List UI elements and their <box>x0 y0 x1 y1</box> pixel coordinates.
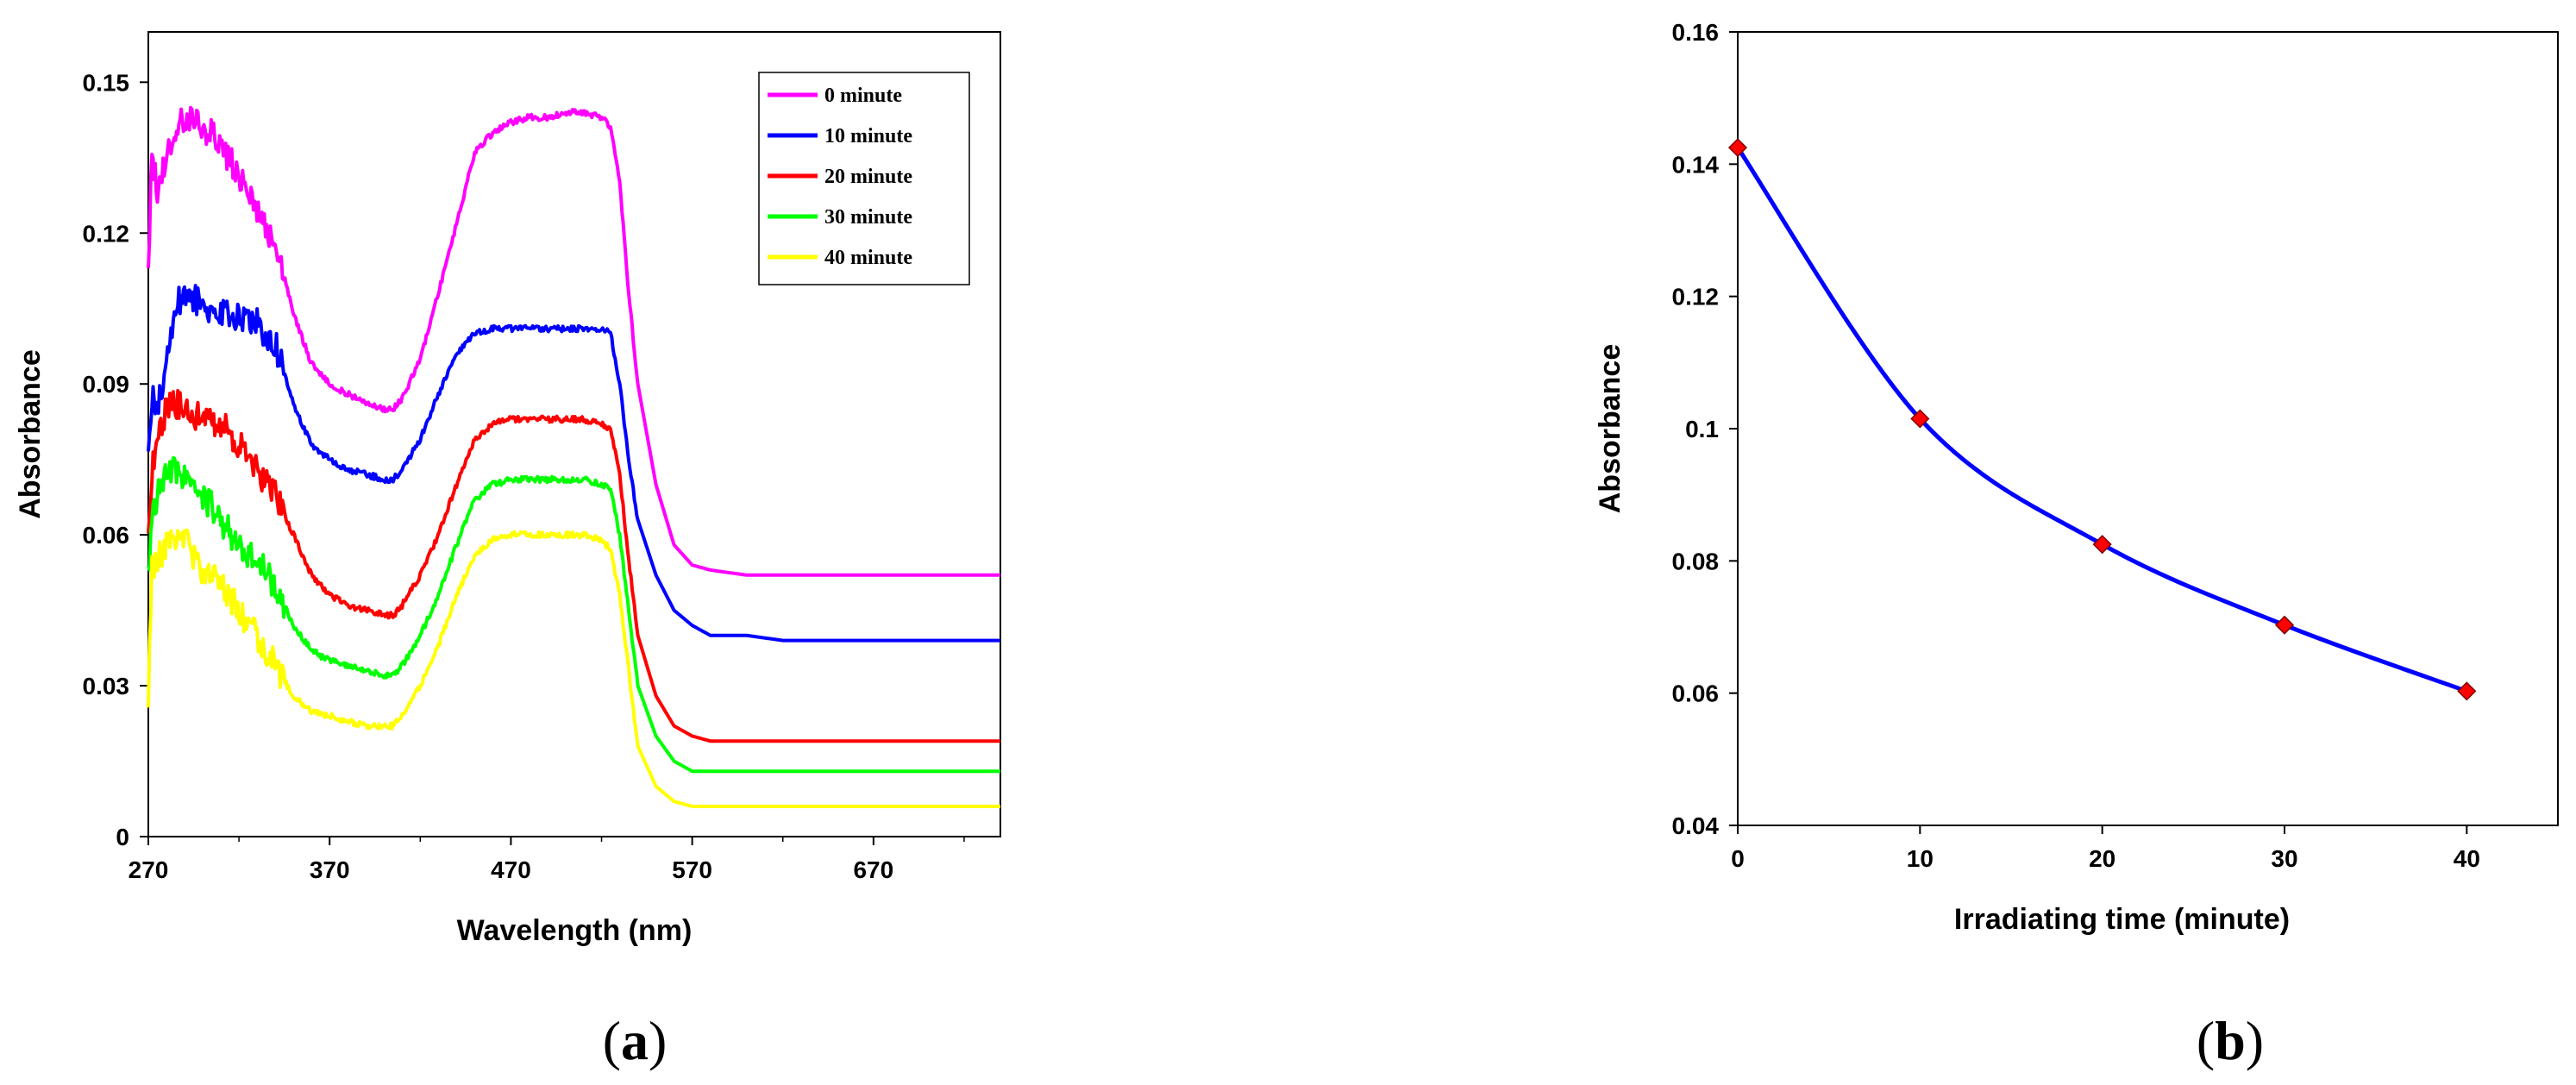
series-line-40-minute <box>147 528 1001 808</box>
y-axis-label-b: Absorbance <box>1594 344 1626 514</box>
panel-label-a-letter: a <box>621 1010 649 1071</box>
chart-a: 0 0.03 0.06 0.09 0.12 0.15 270 370 470 570 670 Wave… <box>14 31 1001 1071</box>
x-tick-label-b: 30 <box>2271 845 2297 872</box>
legend-label: 20 minute <box>824 166 912 188</box>
x-tick-label-b: 40 <box>2454 845 2480 872</box>
x-tick-label-a: 370 <box>310 856 350 883</box>
data-point-10-minute <box>1910 409 1930 429</box>
y-axis-label-a: Absorbance <box>14 349 47 519</box>
y-tick-label-b: 0.1 <box>1685 416 1719 442</box>
plot-frame-b <box>1737 31 2559 826</box>
legend-a: 0 minute 10 minute 20 minute 30 minute 40 mi… <box>758 72 970 285</box>
y-tick-label-b: 0.08 <box>1672 548 1720 574</box>
data-point-30-minute <box>2274 615 2295 635</box>
x-tick-label-a: 470 <box>491 856 531 883</box>
x-tick-label-b: 0 <box>1731 845 1745 872</box>
series-line-10-minute <box>147 284 1001 643</box>
series-line-20-minute <box>147 389 1001 743</box>
y-tick-label-a: 0.09 <box>83 371 130 398</box>
legend-label: 40 minute <box>824 247 912 269</box>
panel-label-b-close: ) <box>2246 1010 2264 1071</box>
y-tick-label-b: 0.12 <box>1672 284 1720 310</box>
x-tick-label-b: 10 <box>1907 845 1934 872</box>
panel-label-a: (a) <box>603 1010 668 1071</box>
legend-label: 10 minute <box>824 125 912 147</box>
y-tick-label-a: 0 <box>116 824 129 850</box>
panel-label-a-close: ) <box>649 1010 667 1071</box>
x-axis-label-a: Wavelength (nm) <box>457 914 693 947</box>
x-tick-label-b: 20 <box>2089 845 2115 872</box>
y-tick-label-a: 0.03 <box>83 673 130 699</box>
x-tick-label-a: 670 <box>853 856 893 883</box>
series-line-30-minute <box>147 456 1001 774</box>
series-line-0-minute <box>147 105 1001 577</box>
y-tick-label-b: 0.16 <box>1672 19 1720 46</box>
panel-label-b-letter: b <box>2215 1010 2246 1071</box>
x-tick-label-a: 570 <box>672 856 712 883</box>
x-tick-label-a: 270 <box>128 856 169 883</box>
y-tick-label-a: 0.12 <box>83 220 130 247</box>
legend-label: 30 minute <box>824 206 912 229</box>
y-tick-label-a: 0.06 <box>83 522 130 549</box>
data-point-0-minute <box>1727 138 1748 158</box>
absorbance-curve-b <box>1735 146 2468 693</box>
legend-box <box>758 72 970 285</box>
data-point-20-minute <box>2092 535 2112 555</box>
data-point-40-minute <box>2457 681 2477 701</box>
panel-label-b: (b) <box>2197 1010 2264 1071</box>
legend-label: 0 minute <box>824 85 902 107</box>
y-tick-label-a: 0.15 <box>83 69 130 96</box>
y-tick-label-b: 0.04 <box>1672 812 1720 839</box>
chart-b: 0.04 0.06 0.08 0.1 0.12 0.14 0.16 0 10 20 30 40 Irra… <box>1594 19 2559 1071</box>
x-axis-label-b: Irradiating time (minute) <box>1954 903 2290 936</box>
panel-label-b-open: ( <box>2197 1010 2215 1071</box>
y-tick-label-b: 0.06 <box>1672 680 1720 707</box>
panel-label-a-open: ( <box>603 1010 621 1071</box>
y-tick-label-b: 0.14 <box>1672 151 1720 178</box>
